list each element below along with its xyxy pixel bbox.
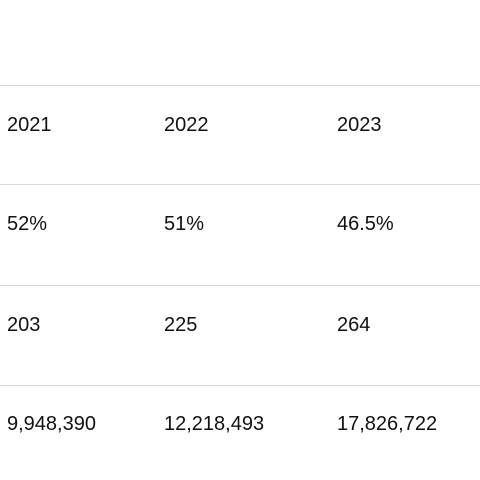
table-cell: 12,218,493 xyxy=(164,413,265,435)
table-cell: 203 xyxy=(7,314,41,336)
row-divider xyxy=(0,385,480,386)
table-cell: 2021 xyxy=(7,114,52,136)
table-row: 203 225 264 xyxy=(0,310,480,340)
table-cell: 2022 xyxy=(164,114,209,136)
row-divider xyxy=(0,184,480,185)
table-cell: 17,826,722 xyxy=(337,413,438,435)
table-cell: 52% xyxy=(7,213,48,235)
table-cell: 46.5% xyxy=(337,213,394,235)
table-cell: 264 xyxy=(337,314,371,336)
table-cell: 9,948,390 xyxy=(7,413,96,435)
row-divider xyxy=(0,85,480,86)
table-row: 52% 51% 46.5% xyxy=(0,209,480,239)
table-cell: 2023 xyxy=(337,114,382,136)
table-cell: 225 xyxy=(164,314,198,336)
row-divider xyxy=(0,285,480,286)
table-cell: 51% xyxy=(164,213,205,235)
table-row: 9,948,390 12,218,493 17,826,722 xyxy=(0,409,480,439)
table-row-years: 2021 2022 2023 xyxy=(0,110,480,140)
